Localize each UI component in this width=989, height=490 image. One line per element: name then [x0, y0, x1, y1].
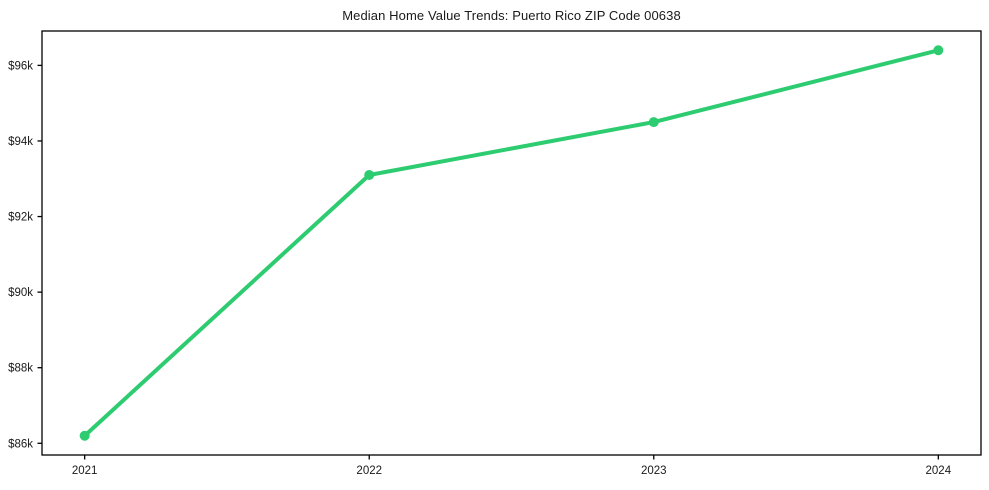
data-point-marker — [648, 117, 659, 128]
y-tick-label: $86k — [8, 438, 33, 450]
data-point-marker — [364, 169, 375, 180]
y-tick-label: $88k — [8, 363, 33, 375]
x-tick-label: 2023 — [641, 465, 667, 477]
data-point-marker — [79, 430, 90, 441]
y-tick-label: $92k — [8, 212, 33, 224]
y-tick-label: $90k — [8, 287, 33, 299]
y-tick-label: $96k — [8, 60, 33, 72]
chart-title: Median Home Value Trends: Puerto Rico ZI… — [342, 8, 681, 23]
data-point-marker — [933, 45, 944, 56]
y-tick-label: $94k — [8, 136, 33, 148]
x-tick-label: 2021 — [72, 465, 98, 477]
trend-line — [82, 48, 941, 438]
x-tick-label: 2022 — [356, 465, 382, 477]
x-tick-label: 2024 — [926, 465, 952, 477]
plot-border — [41, 30, 982, 456]
